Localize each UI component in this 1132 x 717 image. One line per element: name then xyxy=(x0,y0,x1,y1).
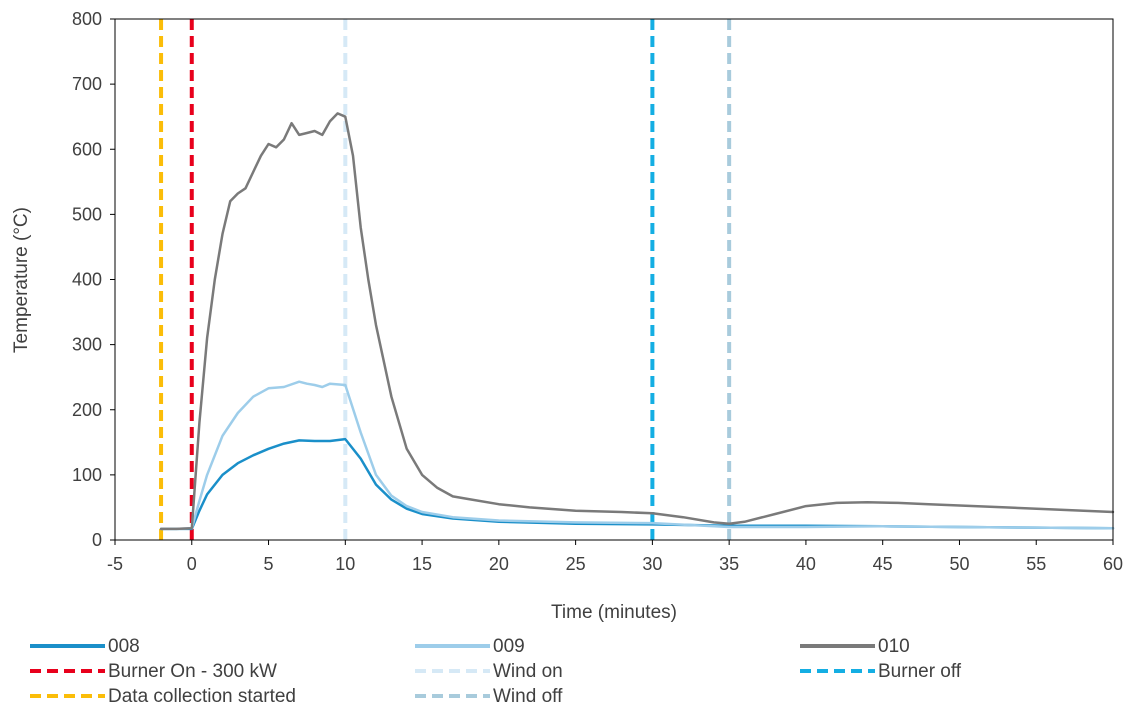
series-line-009 xyxy=(159,380,1115,531)
series-line-010 xyxy=(159,112,1115,531)
legend-label: Wind on xyxy=(493,661,563,682)
legend-item-010: 010 xyxy=(800,636,910,657)
x-tick-label: 55 xyxy=(1026,554,1046,574)
x-tick-label: 60 xyxy=(1103,554,1123,574)
legend-label: 009 xyxy=(493,636,525,657)
x-tick-label: 30 xyxy=(642,554,662,574)
plot-area-frame xyxy=(114,18,1114,541)
x-tick-label: 35 xyxy=(719,554,739,574)
y-tick-label: 600 xyxy=(72,139,102,159)
x-tick-label: 10 xyxy=(335,554,355,574)
y-tick-label: 100 xyxy=(72,465,102,485)
x-tick-label: 0 xyxy=(187,554,197,574)
y-tick-label: 0 xyxy=(92,530,102,550)
legend-label: Wind off xyxy=(493,686,563,707)
legend-label: Burner On - 300 kW xyxy=(108,661,277,682)
x-tick-label: 45 xyxy=(873,554,893,574)
legend-item-burner-on-300-kw: Burner On - 300 kW xyxy=(30,661,277,682)
x-axis-title: Time (minutes) xyxy=(551,602,677,623)
y-tick-label: 800 xyxy=(72,9,102,29)
legend-item-wind-off: Wind off xyxy=(415,686,563,707)
legend-label: Burner off xyxy=(878,661,962,682)
x-tick-label: 20 xyxy=(489,554,509,574)
series-lines xyxy=(159,112,1115,531)
legend-item-009: 009 xyxy=(415,636,525,657)
y-tick-label: 200 xyxy=(72,400,102,420)
y-tick-label: 300 xyxy=(72,335,102,355)
x-tick-label: 15 xyxy=(412,554,432,574)
legend-label: 008 xyxy=(108,636,140,657)
legend-item-data-collection-started: Data collection started xyxy=(30,686,296,707)
y-axis-title: Temperature (°C) xyxy=(11,207,32,353)
legend: 008 009 010 Burner On - 300 kW Wind on Burner… xyxy=(30,636,962,707)
axis-ticks: -5 0 5 10 15 20 25 30 35 40 45 50 55 6001002003004005… xyxy=(72,9,1123,574)
y-tick-label: 400 xyxy=(72,270,102,290)
legend-item-burner-off: Burner off xyxy=(800,661,962,682)
vertical-markers xyxy=(159,19,732,540)
legend-label: 010 xyxy=(878,636,910,657)
x-tick-label: 5 xyxy=(264,554,274,574)
legend-item-008: 008 xyxy=(30,636,140,657)
series-line-008 xyxy=(159,437,1115,531)
legend-item-wind-on: Wind on xyxy=(415,661,563,682)
x-tick-label: -5 xyxy=(107,554,123,574)
y-tick-label: 500 xyxy=(72,204,102,224)
y-tick-label: 700 xyxy=(72,74,102,94)
legend-label: Data collection started xyxy=(108,686,296,707)
x-tick-label: 40 xyxy=(796,554,816,574)
x-tick-label: 50 xyxy=(949,554,969,574)
x-tick-label: 25 xyxy=(566,554,586,574)
